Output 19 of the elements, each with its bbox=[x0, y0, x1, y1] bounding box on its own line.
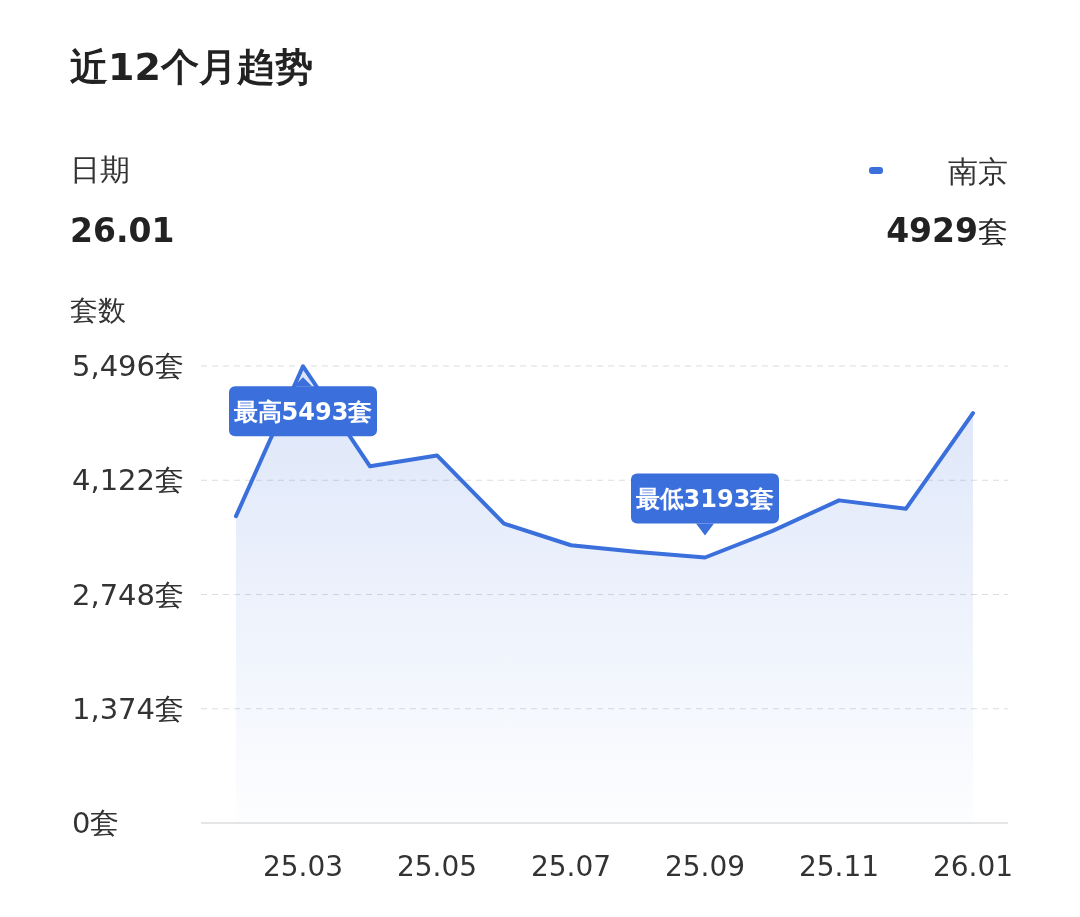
x-tick-label: 26.01 bbox=[932, 850, 1014, 883]
y-tick-label: 0套 bbox=[72, 806, 120, 841]
x-tick-label: 25.03 bbox=[262, 850, 344, 883]
y-tick-label: 1,374套 bbox=[72, 691, 185, 726]
y-tick-label: 2,748套 bbox=[72, 577, 185, 612]
text: 4929套 bbox=[886, 211, 1008, 250]
x-tick-label: 25.07 bbox=[530, 850, 612, 883]
legend-label: 南京 bbox=[948, 154, 1008, 189]
x-tick-label: 25.05 bbox=[396, 850, 478, 883]
text: 日期 bbox=[70, 152, 130, 187]
y-tick-label: 4,122套 bbox=[72, 463, 185, 498]
text: 26.01 bbox=[70, 211, 175, 250]
y-axis-title: 套数 bbox=[70, 294, 126, 327]
annotation: 最高5493套 bbox=[232, 397, 373, 426]
annotation: 最低3193套 bbox=[634, 484, 775, 513]
x-tick-label: 25.09 bbox=[664, 850, 746, 883]
y-tick-label: 5,496套 bbox=[72, 349, 185, 384]
x-tick-label: 25.11 bbox=[798, 850, 880, 883]
chart-title: 近12个月趋势 bbox=[70, 45, 313, 89]
